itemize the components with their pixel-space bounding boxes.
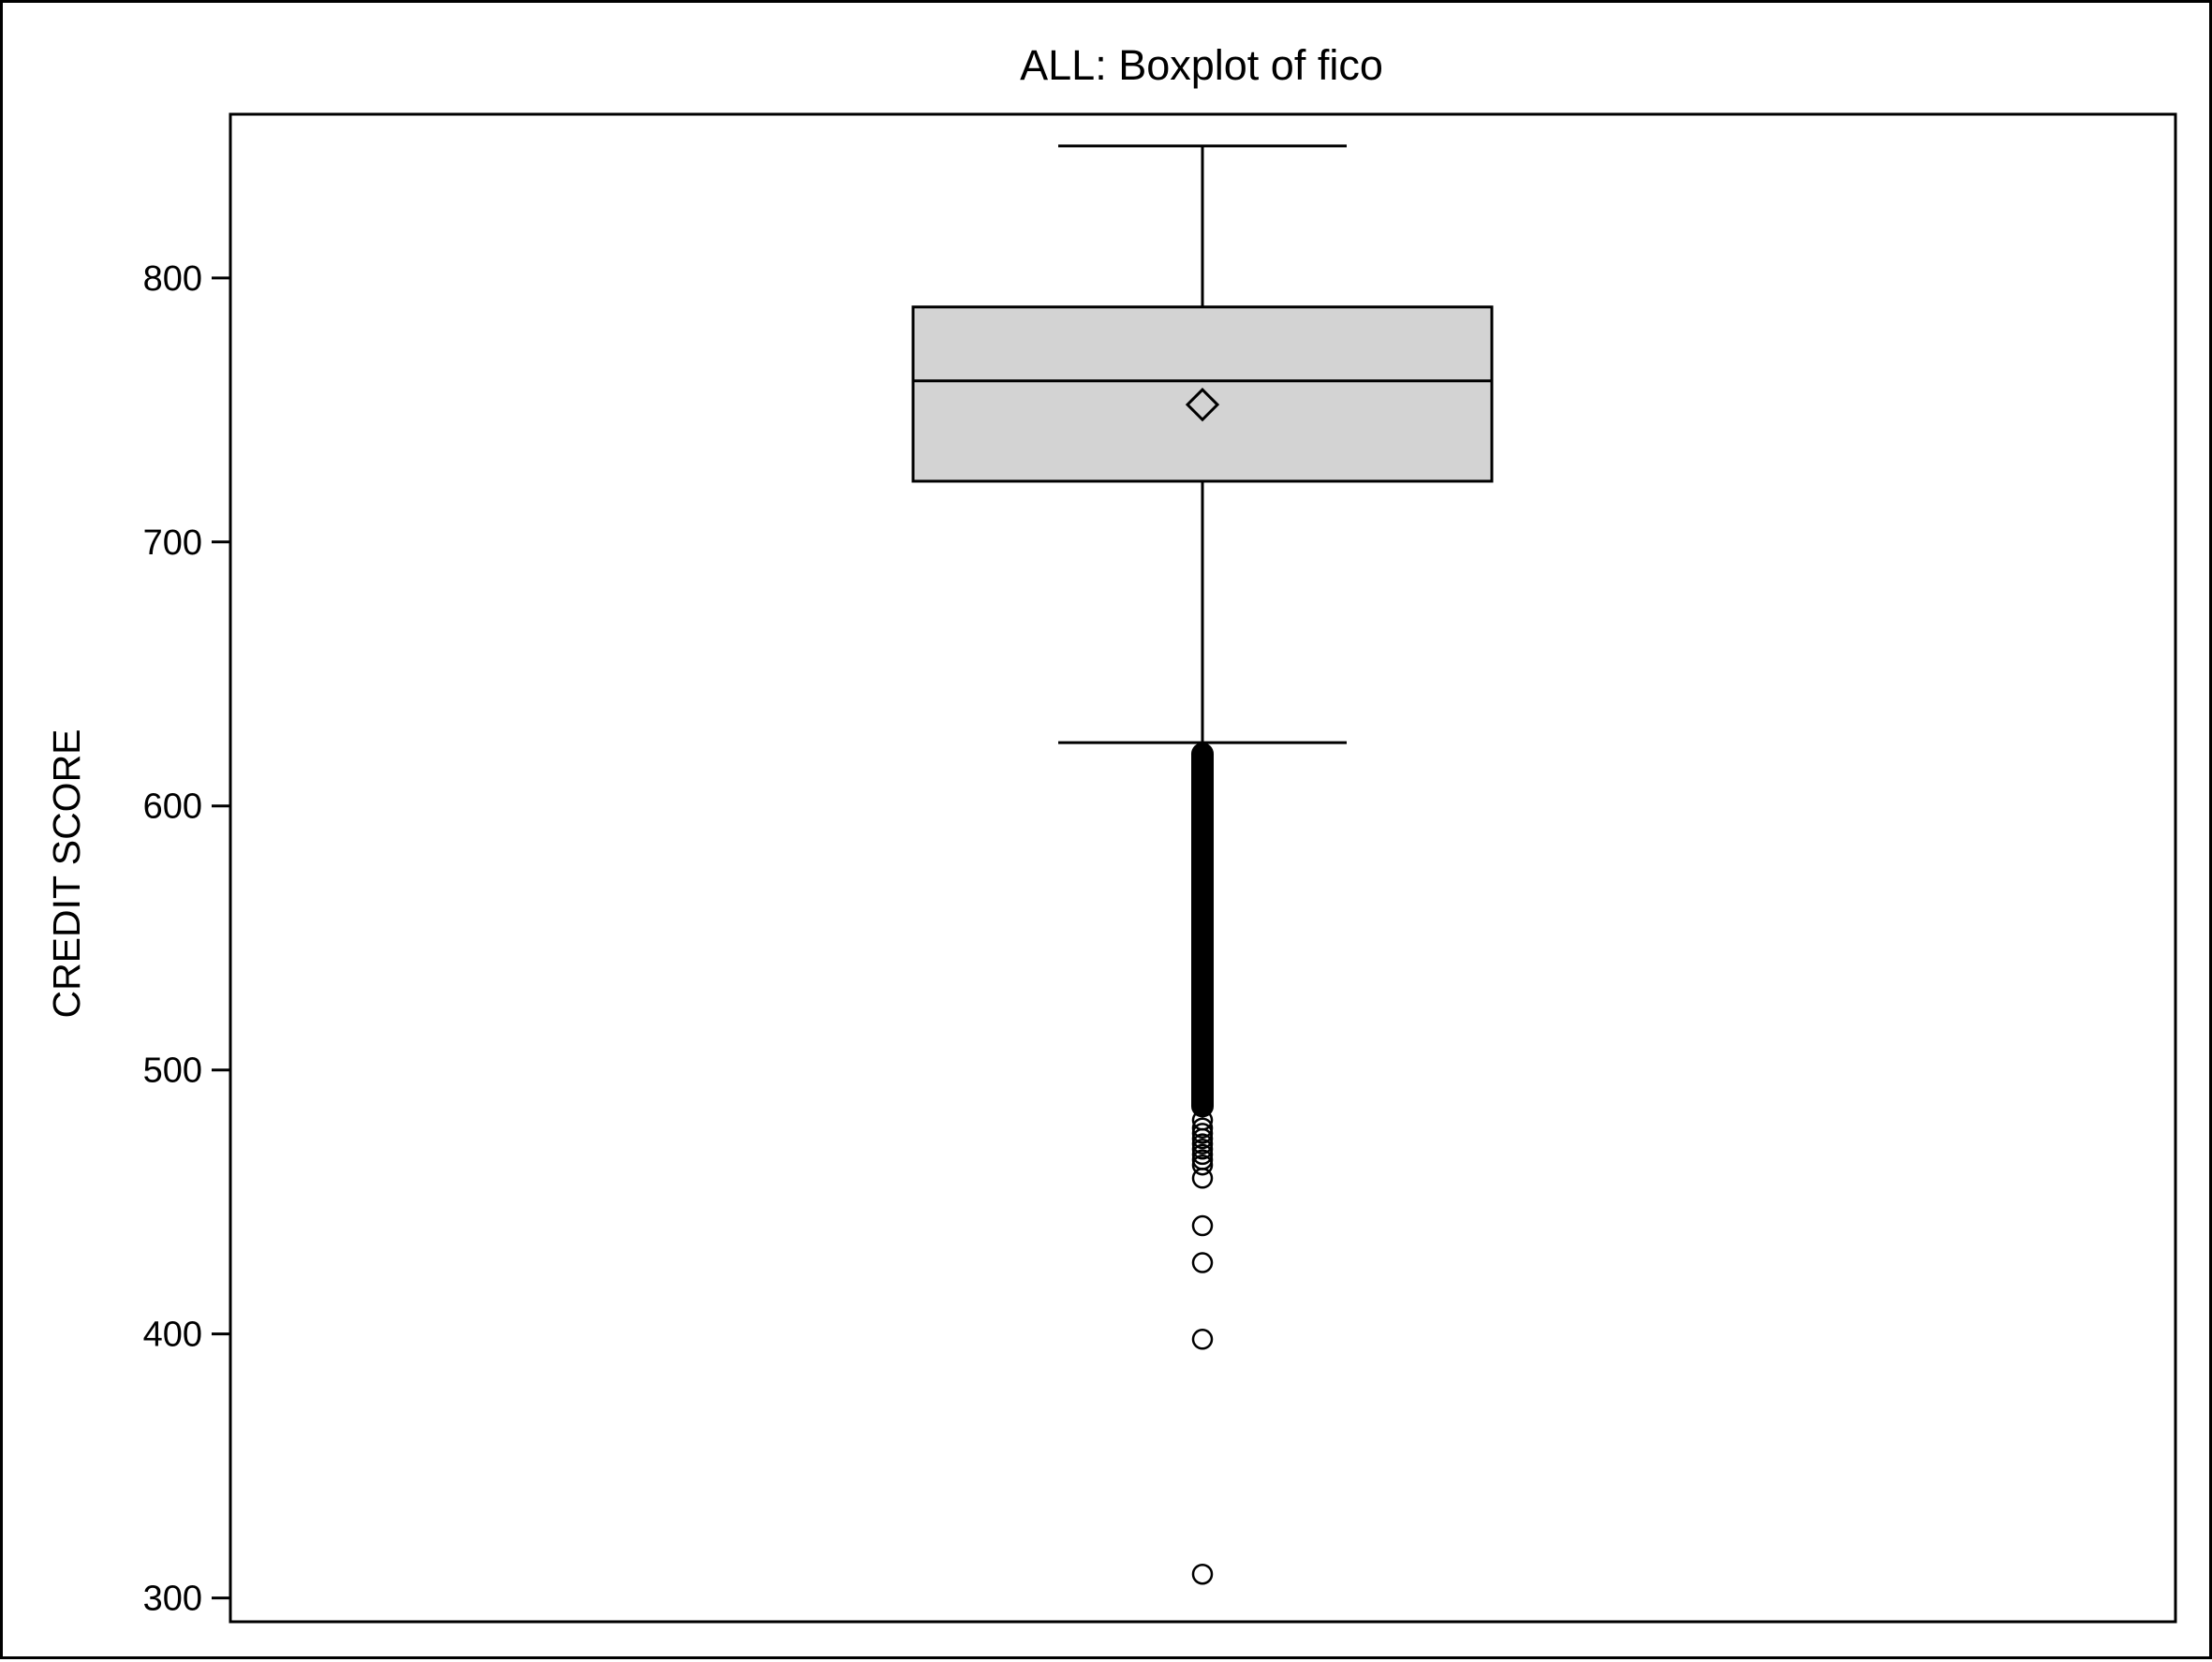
outlier-point-5 [1191,1139,1214,1160]
outlier-point-1 [1191,1117,1214,1139]
y-tick-label-800: 800 [143,259,202,299]
y-axis-label: CREDIT SCORE [45,728,88,1018]
outlier-point-12 [1191,1329,1214,1350]
outlier-point-13 [1191,1563,1214,1585]
box-group [911,144,1494,1585]
outlier-point-11 [1191,1252,1214,1273]
mean-marker [1185,388,1220,422]
y-tick-label-300: 300 [143,1580,202,1619]
outlier-point-3 [1191,1127,1214,1150]
y-tick-label-500: 500 [143,1052,202,1091]
outlier-band [1191,743,1214,1118]
outlier-point-10 [1191,1214,1214,1237]
outlier-point-2 [1191,1123,1214,1144]
boxplot-chart: ALL: Boxplot of fico CREDIT SCORE 300 400… [45,41,2177,1624]
outlier-point-9 [1191,1168,1214,1189]
outlier-point-4 [1191,1133,1214,1155]
outlier-point-8 [1191,1154,1214,1176]
chart-title: ALL: Boxplot of fico [1020,41,1383,89]
y-tick-label-600: 600 [143,787,202,827]
y-axis: 300 400 500 600 700 800 [143,259,230,1619]
y-tick-label-400: 400 [143,1316,202,1355]
outlier-point-6 [1191,1143,1214,1166]
y-tick-label-700: 700 [143,523,202,563]
